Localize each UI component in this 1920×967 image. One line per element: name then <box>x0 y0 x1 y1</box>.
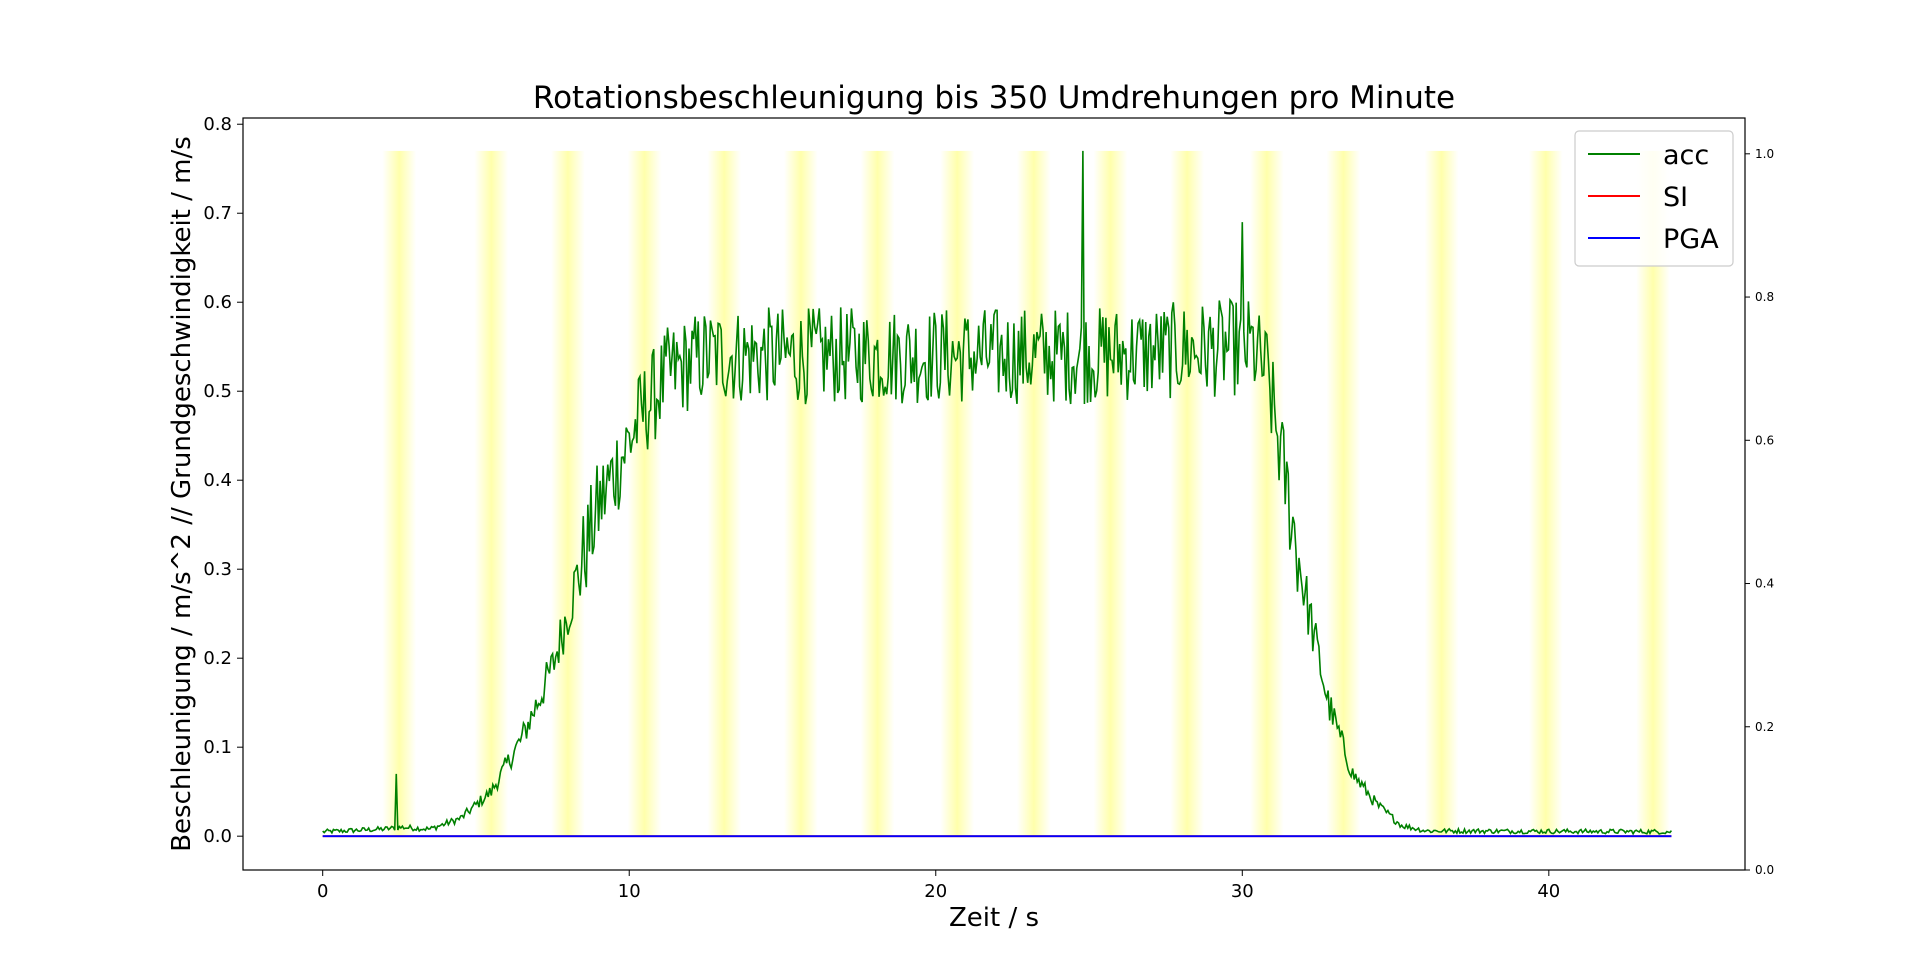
y-tick-label: 0.8 <box>203 114 232 135</box>
x-tick-label: 0 <box>317 881 328 902</box>
highlight-band <box>1016 150 1051 837</box>
y2-tick-label: 0.6 <box>1755 433 1774 447</box>
y-tick-label: 0.4 <box>203 470 232 491</box>
y-tick-label: 0.0 <box>203 826 232 847</box>
x-tick-label: 10 <box>618 881 641 902</box>
highlight-band <box>382 150 417 837</box>
highlight-bands <box>382 150 1670 837</box>
highlight-band <box>1249 150 1284 837</box>
highlight-band <box>627 150 662 837</box>
chart-title: Rotationsbeschleunigung bis 350 Umdrehun… <box>533 80 1455 116</box>
highlight-band <box>784 150 818 837</box>
y2-tick-label: 0.4 <box>1755 577 1774 591</box>
plot-frame <box>242 117 1746 871</box>
x-tick-label: 40 <box>1537 881 1560 902</box>
highlight-band <box>940 150 975 837</box>
y-tick-label: 0.2 <box>203 648 232 669</box>
x-axis-label: Zeit / s <box>949 903 1039 933</box>
highlight-band <box>474 150 509 837</box>
legend: acc SI PGA <box>1574 130 1734 267</box>
y2-tick-label: 0.0 <box>1755 863 1774 877</box>
y2-tick-label: 1.0 <box>1755 147 1774 161</box>
x-tick-label: 30 <box>1231 881 1254 902</box>
x-axis: 0 10 20 30 40 <box>317 870 1560 902</box>
y2-tick-label: 0.2 <box>1755 720 1774 734</box>
series-group <box>322 150 1673 838</box>
series-line-acc <box>322 150 1673 836</box>
legend-label-acc: acc <box>1663 140 1709 171</box>
legend-box <box>1574 130 1734 267</box>
y-tick-label: 0.6 <box>203 292 232 313</box>
highlight-band <box>1528 150 1563 837</box>
y-tick-label: 0.1 <box>203 737 232 758</box>
y2-axis: 0.0 0.2 0.4 0.6 0.8 1.0 <box>1745 147 1774 877</box>
y-tick-label: 0.5 <box>203 381 232 402</box>
highlight-band <box>1170 150 1204 837</box>
legend-label-si: SI <box>1663 182 1688 213</box>
x-tick-label: 20 <box>924 881 947 902</box>
y-tick-label: 0.7 <box>203 203 232 224</box>
highlight-band <box>707 150 742 837</box>
highlight-band <box>1424 150 1459 837</box>
highlight-band <box>551 150 585 837</box>
y-axis-label: Beschleunigung / m/s^2 // Grundgeschwind… <box>167 136 197 852</box>
highlight-band <box>1093 150 1128 837</box>
highlight-band <box>860 150 895 837</box>
y-axis: 0.0 0.1 0.2 0.3 0.4 0.5 0.6 0.7 0.8 <box>203 114 243 847</box>
y2-tick-label: 0.8 <box>1755 290 1774 304</box>
legend-label-pga: PGA <box>1663 224 1719 255</box>
highlight-band <box>1326 150 1361 837</box>
y-tick-label: 0.3 <box>203 559 232 580</box>
